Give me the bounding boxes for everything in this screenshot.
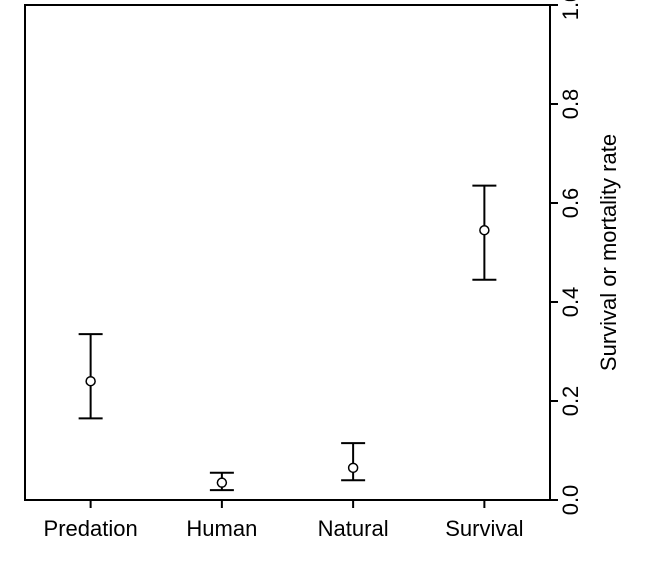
svg-text:Survival or mortality rate: Survival or mortality rate xyxy=(596,134,621,371)
svg-text:0.8: 0.8 xyxy=(558,89,583,120)
svg-text:Survival: Survival xyxy=(445,516,523,541)
svg-text:0.4: 0.4 xyxy=(558,287,583,318)
svg-text:Human: Human xyxy=(186,516,257,541)
svg-text:1.0: 1.0 xyxy=(558,0,583,20)
svg-text:0.2: 0.2 xyxy=(558,386,583,417)
svg-text:Predation: Predation xyxy=(44,516,138,541)
errorbar-chart: 0.0 0.2 0.4 0.6 0.8 1.0 Survival or mortality … xyxy=(0,0,670,586)
svg-text:Natural: Natural xyxy=(318,516,389,541)
svg-text:0.0: 0.0 xyxy=(558,485,583,516)
svg-text:0.6: 0.6 xyxy=(558,188,583,219)
chart-container: 0.0 0.2 0.4 0.6 0.8 1.0 Survival or mortality … xyxy=(0,0,670,586)
